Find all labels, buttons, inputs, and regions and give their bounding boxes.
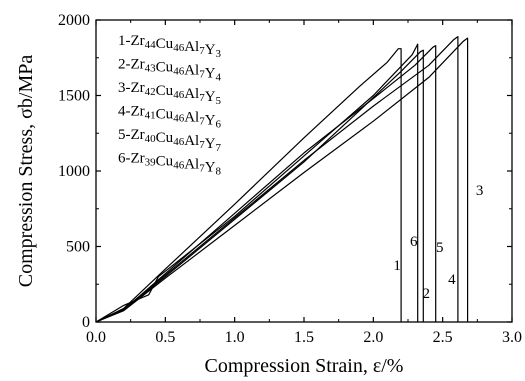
curve-label-1: 1 [393, 258, 401, 274]
y-tick-label: 2000 [58, 12, 90, 29]
curve-label-6: 6 [410, 234, 418, 250]
x-axis-title: Compression Strain, ε/% [205, 355, 404, 377]
x-tick-label: 0.5 [155, 329, 175, 346]
x-tick-label: 0.0 [86, 329, 106, 346]
y-tick-label: 0 [82, 314, 90, 331]
x-tick-label: 3.0 [502, 329, 522, 346]
x-tick-label: 2.0 [363, 329, 383, 346]
curve-label-2: 2 [423, 286, 431, 302]
y-tick-label: 1500 [58, 88, 90, 105]
y-tick-label: 500 [66, 239, 90, 256]
curve-label-4: 4 [448, 272, 456, 288]
x-tick-label: 1.0 [225, 329, 245, 346]
curve-label-3: 3 [476, 183, 484, 199]
x-tick-label: 1.5 [294, 329, 314, 346]
y-tick-label: 1000 [58, 163, 90, 180]
y-axis-title: Compression Stress, σb/MPa [15, 55, 37, 288]
curve-label-5: 5 [436, 240, 444, 256]
x-tick-label: 2.5 [433, 329, 453, 346]
